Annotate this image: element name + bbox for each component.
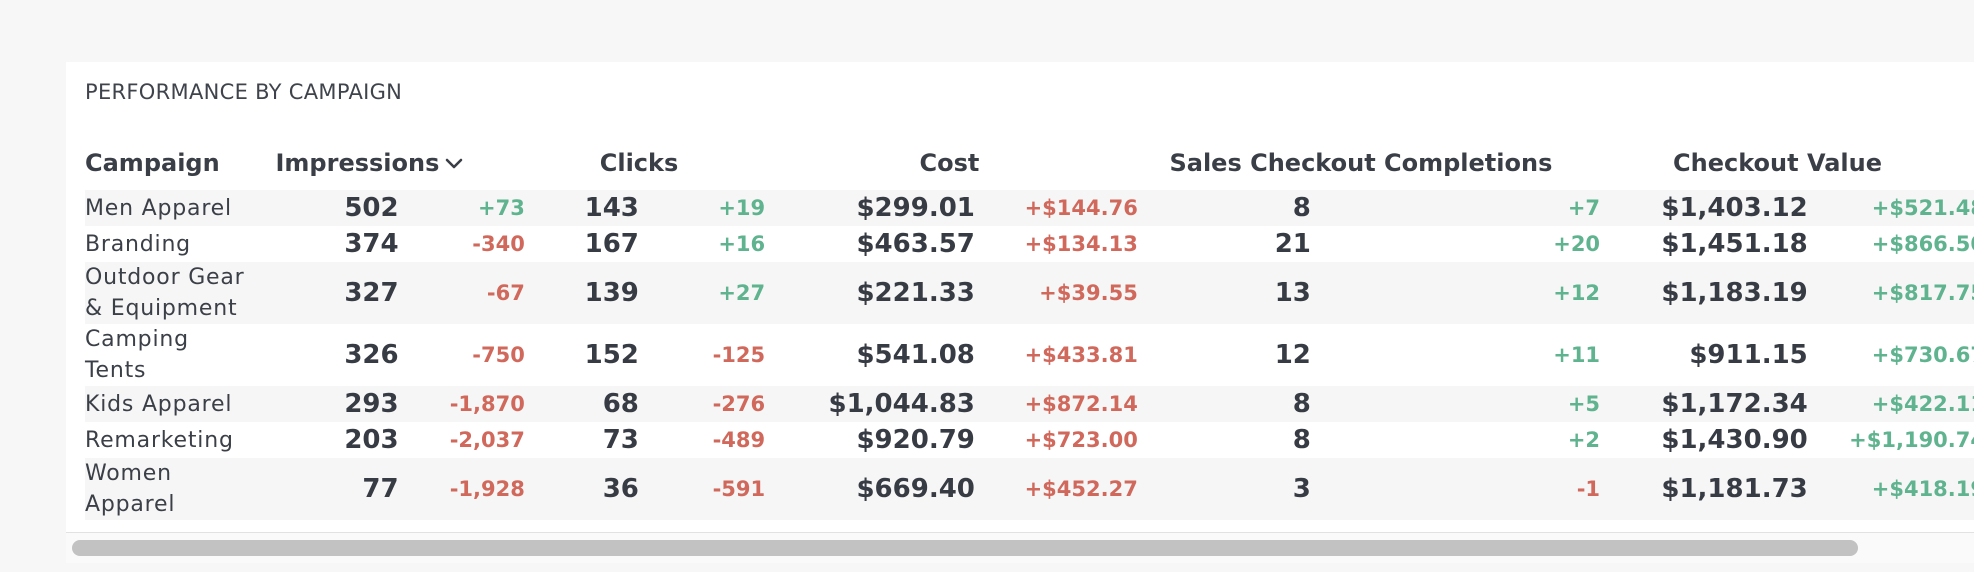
impressions-value: 326	[254, 324, 399, 386]
column-header-checkout-value[interactable]: Checkout Value	[1673, 149, 1882, 177]
table-row[interactable]: Women Apparel 77 -1,928 36 -591 $669.40 …	[85, 458, 1974, 520]
cost-delta: +$872.14	[974, 386, 1138, 422]
impressions-delta: -67	[398, 262, 525, 324]
scrollbar-thumb[interactable]	[72, 540, 1858, 556]
campaign-name[interactable]: Camping Tents	[85, 324, 255, 386]
checkout-value-delta: +$866.50	[1807, 226, 1974, 262]
completions-delta: +7	[1310, 190, 1601, 226]
impressions-delta: -1,870	[398, 386, 525, 422]
panel-title: PERFORMANCE BY CAMPAIGN	[85, 80, 403, 104]
completions-value: 21	[1137, 226, 1311, 262]
cost-value: $463.57	[765, 226, 975, 262]
checkout-value: $1,181.73	[1600, 458, 1808, 520]
clicks-delta: -276	[638, 386, 766, 422]
clicks-delta: -489	[638, 422, 766, 458]
column-header-campaign[interactable]: Campaign	[85, 149, 220, 177]
impressions-delta: +73	[398, 190, 525, 226]
table-row[interactable]: Camping Tents 326 -750 152 -125 $541.08 …	[85, 324, 1974, 386]
completions-delta: +20	[1310, 226, 1601, 262]
campaign-name[interactable]: Men Apparel	[85, 190, 255, 226]
cost-value: $920.79	[765, 422, 975, 458]
impressions-delta: -2,037	[398, 422, 525, 458]
cost-delta: +$134.13	[974, 226, 1138, 262]
impressions-delta: -1,928	[398, 458, 525, 520]
checkout-value-delta: +$521.48	[1807, 190, 1974, 226]
clicks-value: 167	[524, 226, 639, 262]
completions-delta: -1	[1310, 458, 1601, 520]
checkout-value: $1,183.19	[1600, 262, 1808, 324]
completions-value: 8	[1137, 386, 1311, 422]
checkout-value: $1,430.90	[1600, 422, 1808, 458]
clicks-value: 139	[524, 262, 639, 324]
cost-value: $541.08	[765, 324, 975, 386]
horizontal-scrollbar[interactable]	[66, 532, 1974, 563]
table-row[interactable]: Branding 374 -340 167 +16 $463.57 +$134.…	[85, 226, 1974, 262]
column-header-clicks[interactable]: Clicks	[599, 149, 679, 177]
campaign-table: Campaign Impressions Clicks Cost Sales C…	[85, 136, 1974, 520]
completions-value: 3	[1137, 458, 1311, 520]
campaign-name[interactable]: Women Apparel	[85, 458, 255, 520]
clicks-value: 68	[524, 386, 639, 422]
table-row[interactable]: Men Apparel 502 +73 143 +19 $299.01 +$14…	[85, 190, 1974, 226]
column-header-cost[interactable]: Cost	[919, 149, 980, 177]
impressions-value: 203	[254, 422, 399, 458]
completions-delta: +2	[1310, 422, 1601, 458]
impressions-value: 502	[254, 190, 399, 226]
impressions-value: 374	[254, 226, 399, 262]
clicks-value: 152	[524, 324, 639, 386]
table-header-row: Campaign Impressions Clicks Cost Sales C…	[85, 136, 1974, 190]
campaign-performance-panel: PERFORMANCE BY CAMPAIGN Campaign Impress…	[66, 62, 1974, 562]
column-header-sales-checkout-completions[interactable]: Sales Checkout Completions	[1169, 149, 1553, 177]
clicks-delta: -125	[638, 324, 766, 386]
cost-value: $1,044.83	[765, 386, 975, 422]
completions-delta: +12	[1310, 262, 1601, 324]
clicks-value: 143	[524, 190, 639, 226]
campaign-name[interactable]: Kids Apparel	[85, 386, 255, 422]
clicks-value: 73	[524, 422, 639, 458]
table-row[interactable]: Outdoor Gear & Equipment 327 -67 139 +27…	[85, 262, 1974, 324]
clicks-delta: -591	[638, 458, 766, 520]
checkout-value-delta: +$817.75	[1807, 262, 1974, 324]
completions-value: 8	[1137, 190, 1311, 226]
checkout-value-delta: +$730.67	[1807, 324, 1974, 386]
checkout-value: $1,172.34	[1600, 386, 1808, 422]
cost-delta: +$452.27	[974, 458, 1138, 520]
completions-value: 8	[1137, 422, 1311, 458]
clicks-value: 36	[524, 458, 639, 520]
cost-value: $669.40	[765, 458, 975, 520]
campaign-name[interactable]: Branding	[85, 226, 255, 262]
impressions-value: 327	[254, 262, 399, 324]
column-header-impressions[interactable]: Impressions	[254, 136, 525, 190]
impressions-value: 77	[254, 458, 399, 520]
chevron-down-icon	[446, 158, 463, 169]
clicks-delta: +19	[638, 190, 766, 226]
checkout-value: $911.15	[1600, 324, 1808, 386]
campaign-name[interactable]: Remarketing	[85, 422, 255, 458]
completions-delta: +11	[1310, 324, 1601, 386]
clicks-delta: +27	[638, 262, 766, 324]
impressions-value: 293	[254, 386, 399, 422]
impressions-delta: -340	[398, 226, 525, 262]
checkout-value-delta: +$422.11	[1807, 386, 1974, 422]
checkout-value-delta: +$418.19	[1807, 458, 1974, 520]
checkout-value: $1,451.18	[1600, 226, 1808, 262]
impressions-delta: -750	[398, 324, 525, 386]
cost-value: $299.01	[765, 190, 975, 226]
checkout-value: $1,403.12	[1600, 190, 1808, 226]
cost-delta: +$723.00	[974, 422, 1138, 458]
clicks-delta: +16	[638, 226, 766, 262]
completions-delta: +5	[1310, 386, 1601, 422]
checkout-value-delta: +$1,190.74	[1807, 422, 1974, 458]
completions-value: 12	[1137, 324, 1311, 386]
table-row[interactable]: Kids Apparel 293 -1,870 68 -276 $1,044.8…	[85, 386, 1974, 422]
cost-delta: +$39.55	[974, 262, 1138, 324]
cost-delta: +$433.81	[974, 324, 1138, 386]
completions-value: 13	[1137, 262, 1311, 324]
cost-delta: +$144.76	[974, 190, 1138, 226]
table-row[interactable]: Remarketing 203 -2,037 73 -489 $920.79 +…	[85, 422, 1974, 458]
cost-value: $221.33	[765, 262, 975, 324]
campaign-name[interactable]: Outdoor Gear & Equipment	[85, 262, 255, 324]
